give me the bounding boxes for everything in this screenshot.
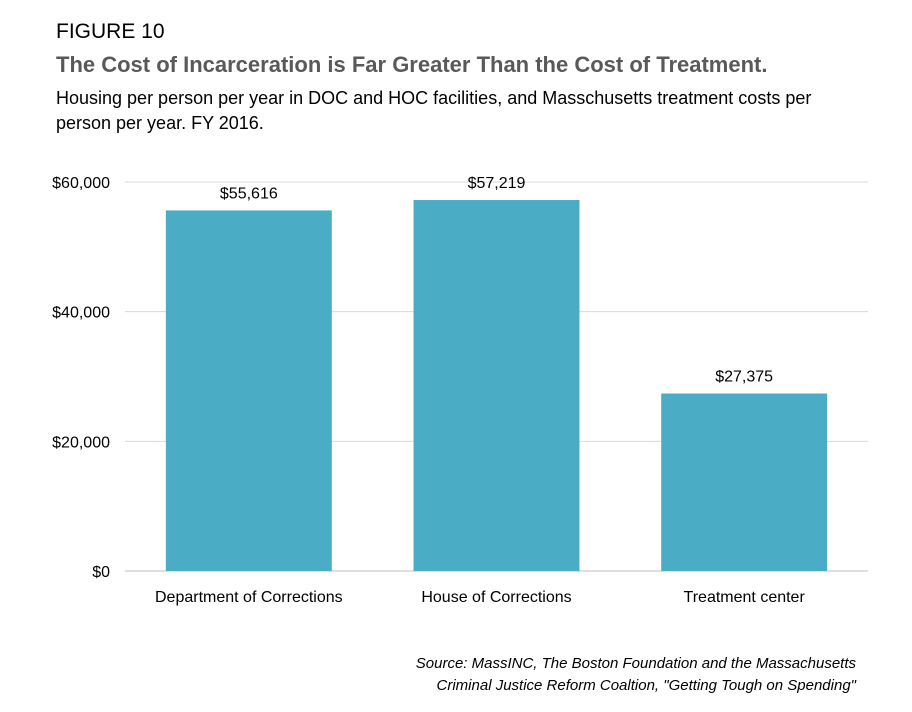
y-tick-label: $20,000 — [52, 434, 110, 451]
chart-title: The Cost of Incarceration is Far Greater… — [56, 52, 768, 77]
y-tick-label: $0 — [92, 564, 110, 581]
x-tick-label: House of Corrections — [421, 589, 571, 606]
x-tick-label: Treatment center — [684, 589, 806, 606]
source-note: Source: MassINC, The Boston Foundation a… — [416, 653, 856, 697]
figure-label: FIGURE 10 — [56, 20, 165, 43]
bar — [661, 393, 828, 571]
bar — [413, 200, 580, 571]
bar — [165, 210, 332, 572]
data-label: $27,375 — [715, 369, 773, 386]
data-label: $57,219 — [468, 175, 526, 192]
y-tick-label: $40,000 — [52, 305, 110, 322]
data-label: $55,616 — [220, 185, 278, 202]
chart-subtitle: Housing per person per year in DOC and H… — [56, 88, 812, 133]
source-line-1: Source: MassINC, The Boston Foundation a… — [415, 655, 856, 672]
source-line-2: Criminal Justice Reform Coaltion, "Getti… — [436, 677, 856, 694]
y-tick-label: $60,000 — [52, 175, 110, 192]
x-tick-label: Department of Corrections — [155, 589, 343, 606]
